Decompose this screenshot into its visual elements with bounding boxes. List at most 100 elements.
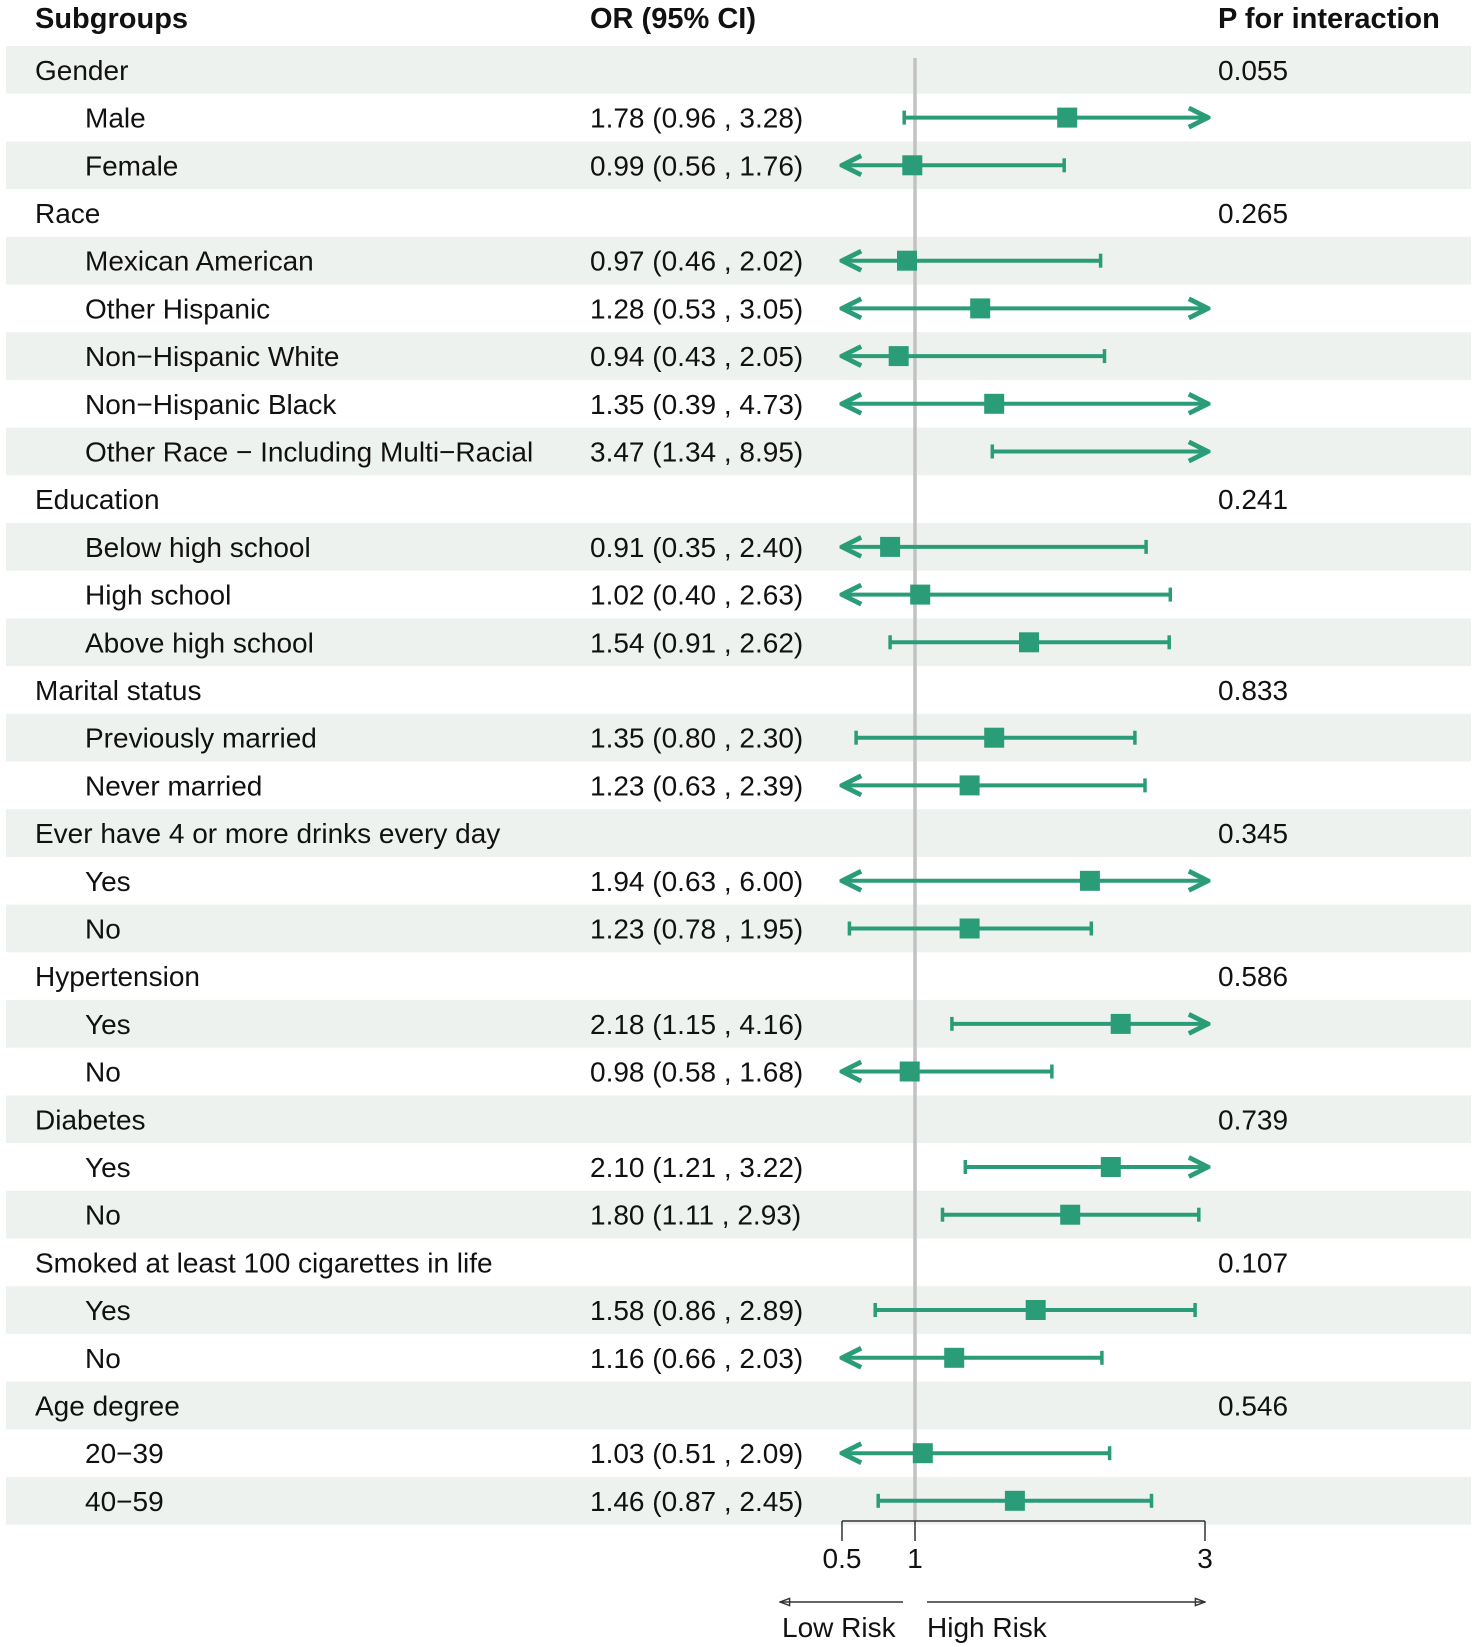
or-point-marker xyxy=(897,250,917,271)
or-ci-text: 3.47 (1.34 , 8.95) xyxy=(590,437,803,468)
or-point-marker xyxy=(984,393,1005,414)
group-label: Smoked at least 100 cigarettes in life xyxy=(35,1247,493,1278)
row-band xyxy=(6,1095,1471,1144)
p-interaction-value: 0.833 xyxy=(1218,675,1288,706)
subgroup-label: High school xyxy=(85,580,231,611)
subgroup-label: Yes xyxy=(85,1009,131,1040)
row-band xyxy=(6,1286,1471,1334)
subgroup-label: 20−39 xyxy=(85,1438,164,1469)
or-ci-text: 1.03 (0.51 , 2.09) xyxy=(590,1438,803,1469)
or-point-marker xyxy=(1019,632,1039,653)
subgroup-label: Male xyxy=(85,103,146,134)
p-interaction-value: 0.241 xyxy=(1218,484,1288,515)
or-ci-text: 0.98 (0.58 , 1.68) xyxy=(590,1057,803,1088)
subgroup-label: 40−59 xyxy=(85,1486,164,1517)
or-ci-text: 0.94 (0.43 , 2.05) xyxy=(590,341,803,372)
or-point-marker xyxy=(970,298,991,319)
header-p-interaction: P for interaction xyxy=(1218,3,1440,35)
or-point-marker xyxy=(1110,1013,1131,1034)
group-label: Ever have 4 or more drinks every day xyxy=(35,818,500,849)
or-ci-text: 0.91 (0.35 , 2.40) xyxy=(590,532,803,563)
row-band xyxy=(6,523,1471,571)
or-point-marker xyxy=(1057,107,1078,128)
group-label: Marital status xyxy=(35,675,202,706)
or-point-marker xyxy=(899,1061,920,1082)
row-band xyxy=(6,809,1471,857)
subgroup-label: No xyxy=(85,914,121,945)
or-ci-text: 1.23 (0.78 , 1.95) xyxy=(590,914,803,945)
p-interaction-value: 0.055 xyxy=(1218,55,1288,86)
or-point-marker xyxy=(1025,1300,1046,1320)
or-point-marker xyxy=(959,918,980,939)
subgroup-label: Above high school xyxy=(85,627,314,658)
group-label: Hypertension xyxy=(35,961,200,992)
or-ci-text: 1.54 (0.91 , 2.62) xyxy=(590,627,803,658)
or-ci-text: 1.46 (0.87 , 2.45) xyxy=(590,1486,803,1517)
or-point-marker xyxy=(1060,1204,1081,1225)
subgroup-label: Non−Hispanic White xyxy=(85,341,339,372)
header-or-ci: OR (95% CI) xyxy=(590,3,756,35)
row-band xyxy=(6,1477,1471,1525)
or-ci-text: 1.58 (0.86 , 2.89) xyxy=(590,1295,803,1326)
or-ci-text: 1.28 (0.53 , 3.05) xyxy=(590,293,803,324)
row-band xyxy=(6,904,1471,953)
p-interaction-value: 0.265 xyxy=(1218,198,1288,229)
row-band xyxy=(6,618,1471,667)
x-tick-label: 1 xyxy=(907,1543,923,1574)
p-interaction-value: 0.546 xyxy=(1218,1391,1288,1422)
row-band xyxy=(6,1190,1471,1239)
or-ci-text: 1.94 (0.63 , 6.00) xyxy=(590,866,803,897)
p-interaction-value: 0.107 xyxy=(1218,1247,1288,1278)
or-ci-text: 2.10 (1.21 , 3.22) xyxy=(590,1152,803,1183)
x-axis: 0.5 1 3 Low Risk High Risk xyxy=(780,1520,1213,1643)
subgroup-label: Below high school xyxy=(85,532,311,563)
subgroup-label: Mexican American xyxy=(85,246,314,277)
subgroup-label: Previously married xyxy=(85,723,317,754)
x-tick-label: 0.5 xyxy=(823,1543,862,1574)
or-ci-text: 1.16 (0.66 , 2.03) xyxy=(590,1343,803,1374)
or-ci-text: 1.35 (0.39 , 4.73) xyxy=(590,389,803,420)
p-interaction-value: 0.739 xyxy=(1218,1104,1288,1135)
or-ci-text: 1.35 (0.80 , 2.30) xyxy=(590,723,803,754)
or-point-marker xyxy=(902,155,923,176)
header-subgroups: Subgroups xyxy=(35,3,188,35)
subgroup-label: No xyxy=(85,1200,121,1231)
subgroup-label: No xyxy=(85,1343,121,1374)
subgroup-label: Other Hispanic xyxy=(85,293,270,324)
low-risk-label: Low Risk xyxy=(782,1612,897,1643)
row-band xyxy=(6,141,1471,190)
or-point-marker xyxy=(912,1443,933,1464)
subgroup-label: Female xyxy=(85,150,178,181)
group-label: Age degree xyxy=(35,1391,180,1422)
or-point-marker xyxy=(1079,870,1100,891)
or-ci-text: 0.97 (0.46 , 2.02) xyxy=(590,246,803,277)
row-band xyxy=(6,46,1471,94)
group-label: Race xyxy=(35,198,100,229)
subgroup-label: Other Race − Including Multi−Racial xyxy=(85,437,533,468)
x-tick-label: 3 xyxy=(1197,1543,1213,1574)
or-point-marker xyxy=(888,346,909,367)
row-band xyxy=(6,236,1471,285)
high-risk-label: High Risk xyxy=(927,1612,1048,1643)
row-band xyxy=(6,332,1471,380)
or-ci-text: 1.23 (0.63 , 2.39) xyxy=(590,770,803,801)
subgroup-label: Never married xyxy=(85,770,262,801)
subgroup-label: No xyxy=(85,1057,121,1088)
or-point-marker xyxy=(984,727,1005,748)
or-point-marker xyxy=(959,775,980,796)
or-point-marker xyxy=(1100,1157,1121,1177)
or-point-marker xyxy=(944,1347,965,1368)
subgroup-label: Yes xyxy=(85,866,131,897)
or-point-marker xyxy=(910,584,931,605)
or-ci-text: 1.02 (0.40 , 2.63) xyxy=(590,580,803,611)
subgroup-label: Yes xyxy=(85,1295,131,1326)
or-ci-text: 1.78 (0.96 , 3.28) xyxy=(590,103,803,134)
row-band xyxy=(6,1000,1471,1048)
row-band xyxy=(6,1381,1471,1430)
or-ci-text: 2.18 (1.15 , 4.16) xyxy=(590,1009,803,1040)
group-label: Education xyxy=(35,484,160,515)
row-band xyxy=(6,713,1471,762)
row-band xyxy=(6,427,1471,476)
p-interaction-value: 0.345 xyxy=(1218,818,1288,849)
